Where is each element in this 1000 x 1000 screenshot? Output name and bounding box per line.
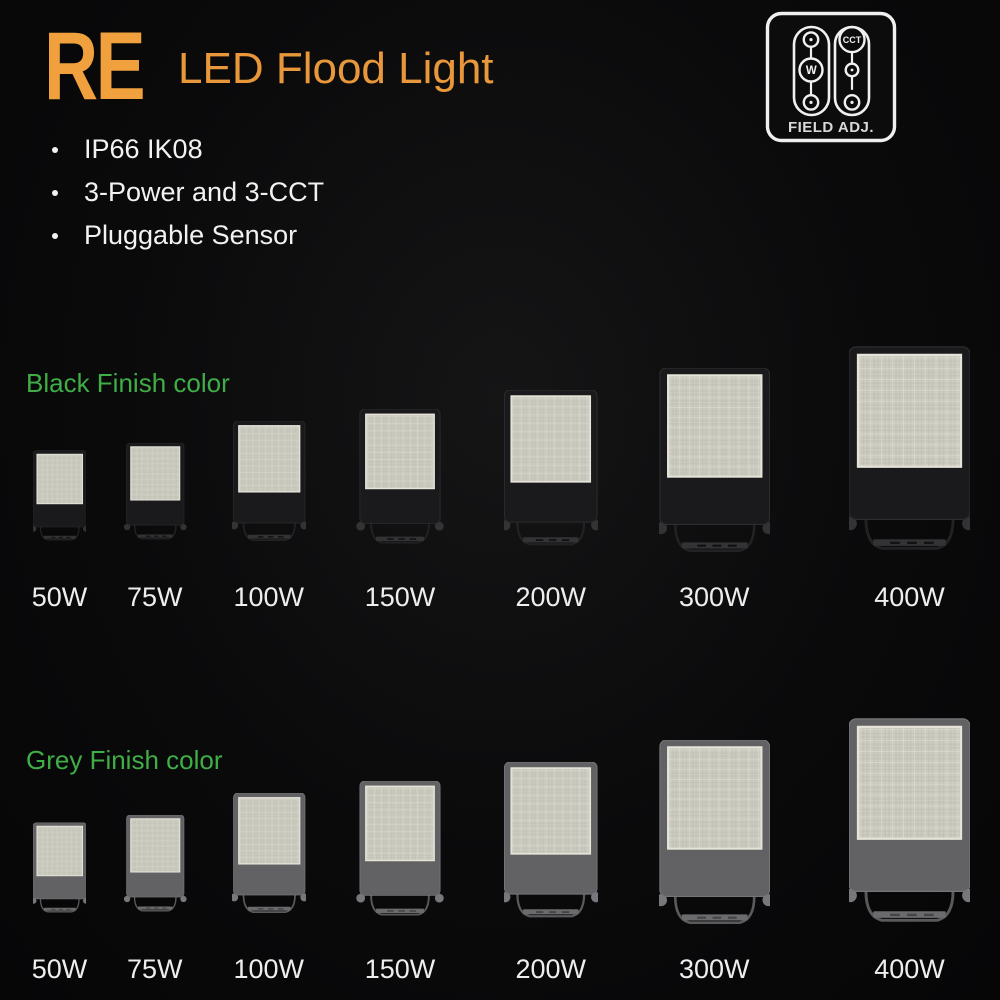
svg-text:CCT: CCT — [843, 35, 862, 45]
svg-text:W: W — [806, 65, 817, 77]
